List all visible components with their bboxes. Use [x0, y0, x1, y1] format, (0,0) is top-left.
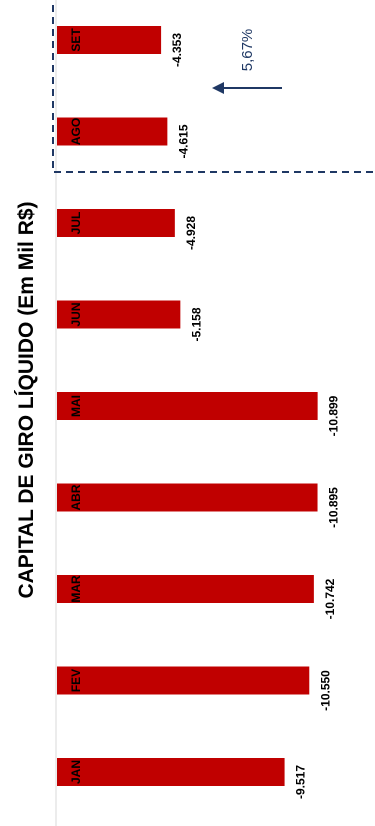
category-label-mai: MAI	[69, 395, 83, 417]
value-label-ago: -4.615	[176, 124, 190, 158]
category-label-abr: ABR	[69, 484, 83, 510]
bar-mar	[57, 575, 314, 603]
bar-jun	[57, 300, 181, 329]
value-label-jan: -9.517	[294, 765, 308, 799]
bar-ago	[57, 117, 168, 146]
chart-title: CAPITAL DE GIRO LÍQUIDO (Em Mil R$)	[15, 201, 38, 598]
bar-jul	[57, 209, 175, 237]
bar-fev	[57, 666, 310, 695]
value-label-abr: -10.895	[327, 487, 341, 528]
category-label-jun: JUN	[69, 302, 83, 326]
bar-jan	[57, 758, 285, 786]
category-label-jan: JAN	[69, 760, 83, 784]
value-label-mai: -10.899	[327, 395, 341, 436]
highlight-box	[52, 0, 375, 173]
category-label-fev: FEV	[69, 669, 83, 692]
bar-mai	[57, 392, 318, 420]
value-label-mar: -10.742	[323, 578, 337, 619]
value-label-fev: -10.550	[318, 670, 332, 711]
category-label-jul: JUL	[69, 212, 83, 235]
arrow-head-icon	[212, 82, 224, 94]
value-label-set: -4.353	[170, 33, 184, 67]
value-label-jul: -4.928	[184, 216, 198, 250]
category-label-set: SET	[69, 28, 83, 52]
category-label-ago: AGO	[69, 118, 83, 145]
change-percent-label: 5,67%	[239, 29, 256, 72]
bar-set	[57, 26, 162, 54]
category-label-mar: MAR	[69, 575, 83, 603]
value-label-jun: -5.158	[189, 307, 203, 341]
bar-abr	[57, 483, 318, 512]
